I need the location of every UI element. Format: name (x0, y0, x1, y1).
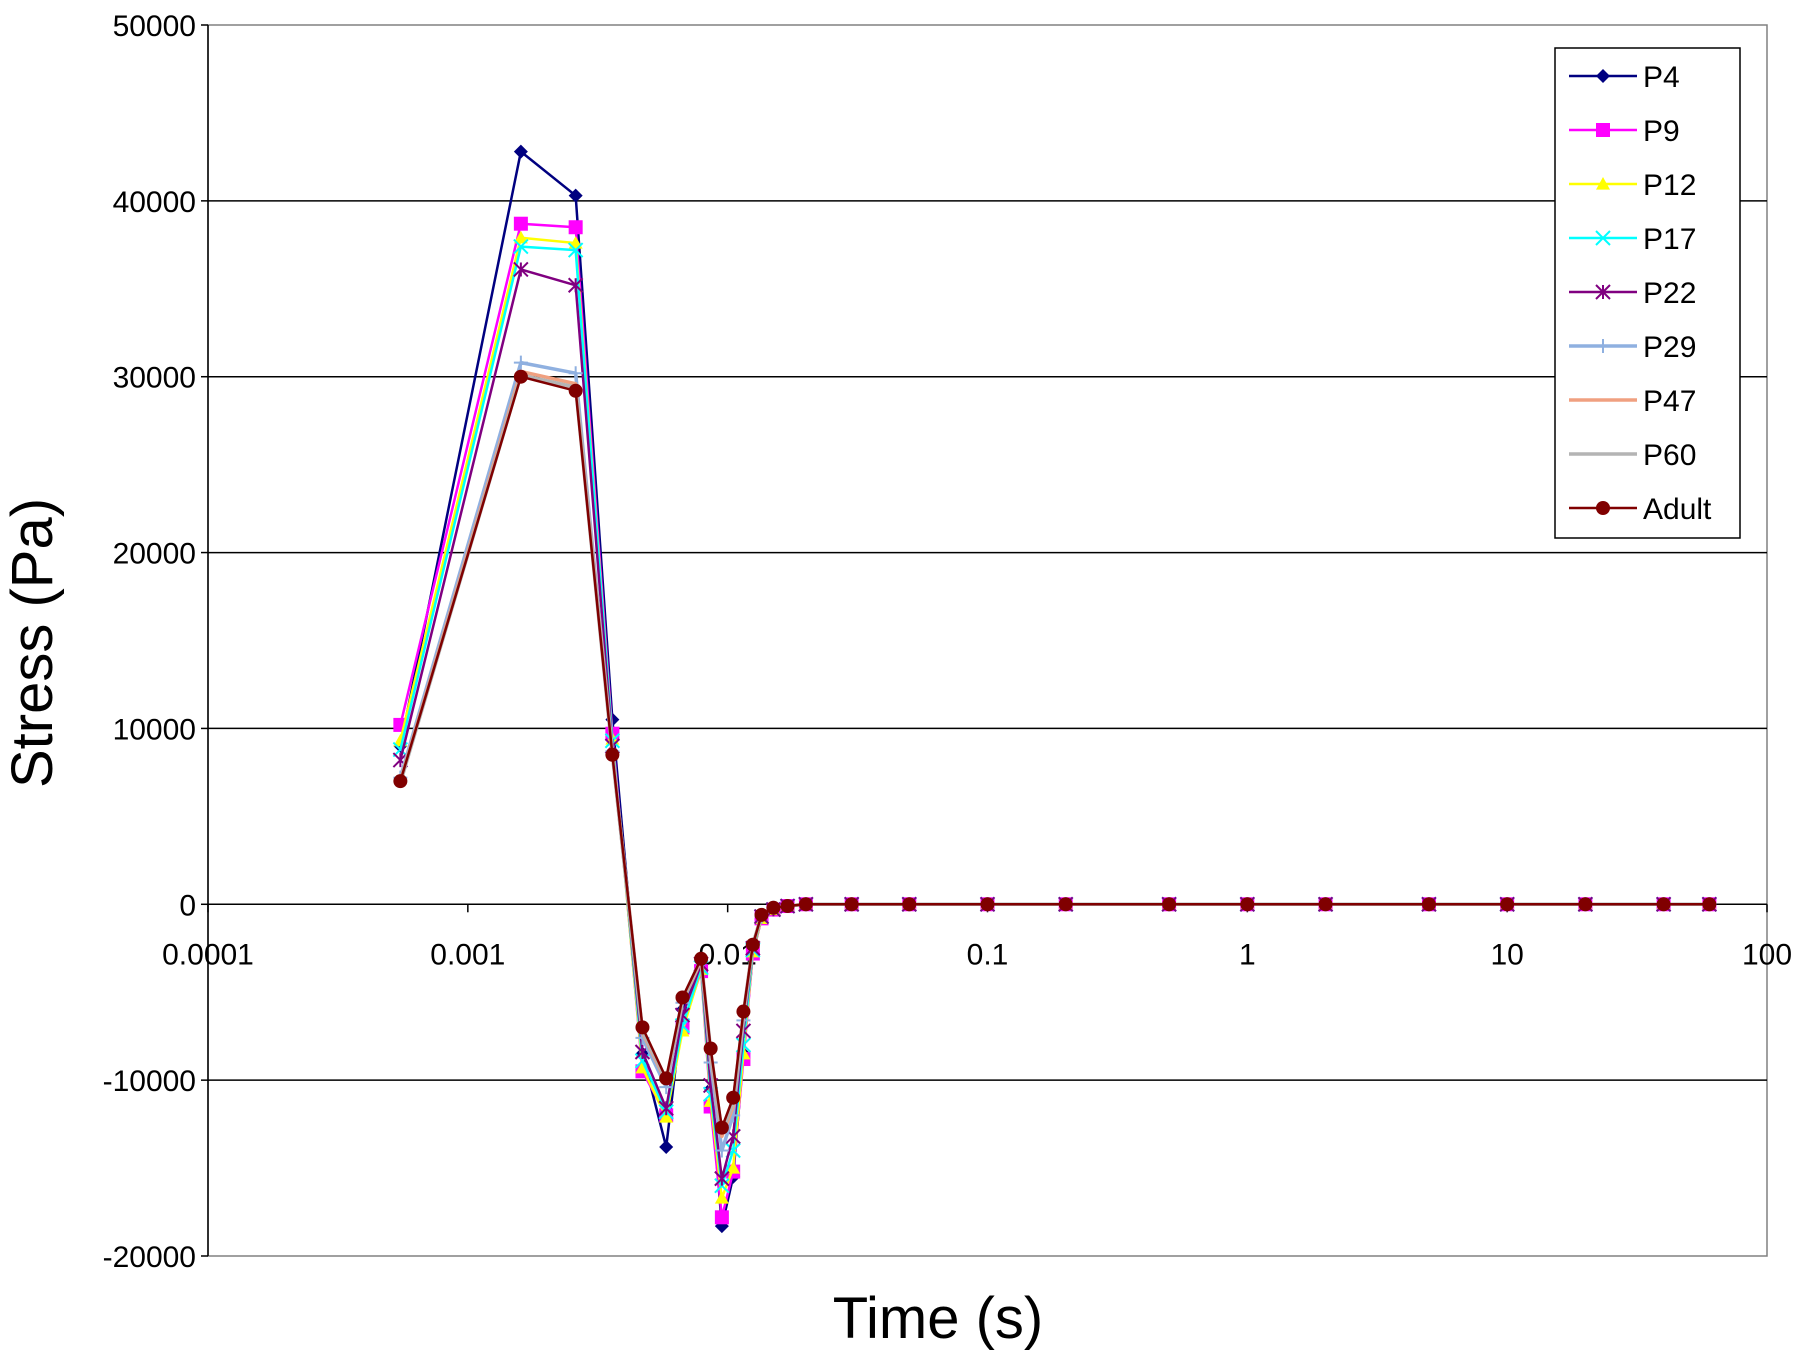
data-point-p17 (714, 1177, 730, 1194)
data-point-adult (1318, 897, 1333, 912)
legend-label: P9 (1643, 115, 1680, 148)
data-point-adult (1421, 897, 1436, 912)
legend-label: P47 (1643, 385, 1696, 418)
data-point-p29 (513, 355, 528, 370)
y-tick-label: -20000 (103, 1241, 196, 1274)
data-point-adult (659, 1071, 674, 1086)
data-point-p4 (659, 1139, 674, 1154)
data-point-p12 (726, 1161, 741, 1174)
legend-marker (1596, 177, 1610, 190)
data-point-p12 (659, 1110, 674, 1123)
data-point-adult (1162, 897, 1177, 912)
data-point-p12 (513, 230, 528, 244)
data-point-adult (1058, 897, 1073, 912)
legend-label: P60 (1643, 439, 1696, 472)
x-tick-label: 0.0001 (162, 938, 254, 971)
data-point-adult (1500, 897, 1515, 912)
x-tick-labels: 0.0001 0.001 0.01 0.1 1 10 100 (162, 904, 1792, 971)
y-tick-label: -10000 (103, 1065, 196, 1098)
data-point-adult (605, 747, 620, 762)
data-point-p17 (513, 238, 529, 255)
data-point-p22 (567, 277, 584, 293)
data-point-p17 (567, 242, 584, 258)
legend-marker (1596, 69, 1610, 83)
legend-item-adult: Adult (1569, 493, 1712, 526)
data-point-adult (1702, 897, 1717, 912)
data-point-p22 (714, 1170, 730, 1187)
series-adult (393, 369, 1717, 1135)
data-point-adult (754, 907, 769, 922)
data-point-p9 (568, 220, 583, 235)
x-tick-label: 100 (1742, 938, 1792, 971)
data-point-adult (980, 897, 995, 912)
legend-label: P29 (1643, 331, 1696, 364)
data-point-adult (1656, 897, 1671, 912)
legend: P4 P9 P12 P17 P22 P29 P47 P60 Adult (1554, 47, 1741, 539)
legend-item-p12: P12 (1569, 169, 1696, 202)
legend-label: Adult (1643, 493, 1712, 526)
legend-marker (1596, 501, 1610, 515)
legend-label: P12 (1643, 169, 1696, 202)
legend-item-p47: P47 (1569, 385, 1696, 418)
y-tick-label: 40000 (113, 186, 196, 219)
legend-marker (1595, 230, 1611, 246)
legend-label: P4 (1643, 61, 1680, 94)
legend-item-p17: P17 (1569, 223, 1696, 256)
data-point-adult (745, 937, 760, 952)
data-point-p29 (714, 1143, 729, 1158)
y-tick-labels: 50000 40000 30000 20000 10000 0 -10000 -20000 (103, 10, 196, 1274)
x-tick-label: 10 (1490, 938, 1523, 971)
data-point-adult (513, 369, 528, 384)
y-tick-label: 0 (179, 889, 196, 922)
plot-area (207, 24, 1768, 1257)
legend-marker (1596, 339, 1610, 353)
data-point-adult (798, 897, 813, 912)
data-point-adult (902, 897, 917, 912)
legend-marker (1595, 284, 1611, 300)
data-point-adult (703, 1041, 718, 1056)
data-point-p29 (568, 366, 583, 381)
data-point-p22 (513, 261, 529, 278)
data-point-p9 (714, 1210, 729, 1225)
legend-item-p4: P4 (1569, 61, 1680, 94)
data-point-adult (675, 990, 690, 1005)
data-point-adult (844, 897, 859, 912)
x-tick-label: 0.1 (967, 938, 1009, 971)
x-axis-title: Time (s) (833, 1286, 1043, 1351)
data-point-adult (714, 1120, 729, 1135)
series-lines (392, 144, 1718, 1234)
legend-item-p29: P29 (1569, 331, 1696, 364)
data-point-adult (726, 1090, 741, 1105)
data-point-p9 (513, 216, 528, 231)
data-point-adult (780, 899, 795, 914)
y-tick-label: 20000 (113, 538, 196, 571)
data-point-adult (736, 1004, 751, 1019)
legend-item-p60: P60 (1569, 439, 1696, 472)
data-point-adult (393, 774, 408, 789)
x-tick-label: 0.001 (430, 938, 505, 971)
legend-label: P17 (1643, 223, 1696, 256)
data-point-p12 (714, 1190, 729, 1204)
plot-frame (207, 24, 1768, 1257)
data-point-p22 (658, 1100, 674, 1116)
y-tick-label: 30000 (113, 362, 196, 395)
data-point-p4 (513, 144, 528, 159)
legend-marker (1596, 123, 1610, 137)
legend-label: P22 (1643, 277, 1696, 310)
y-tick-label: 50000 (113, 10, 196, 43)
data-point-adult (635, 1020, 650, 1035)
legend-item-p9: P9 (1569, 115, 1680, 148)
y-tick-label: 10000 (113, 713, 196, 746)
legend-item-p22: P22 (1569, 277, 1696, 310)
data-point-adult (1240, 897, 1255, 912)
data-point-adult (766, 900, 781, 915)
data-point-adult (568, 383, 583, 398)
y-axis-title: Stress (Pa) (0, 498, 65, 788)
data-point-adult (1578, 897, 1593, 912)
data-point-adult (694, 951, 709, 966)
x-tick-label: 1 (1239, 938, 1256, 971)
data-point-p4 (568, 188, 583, 203)
